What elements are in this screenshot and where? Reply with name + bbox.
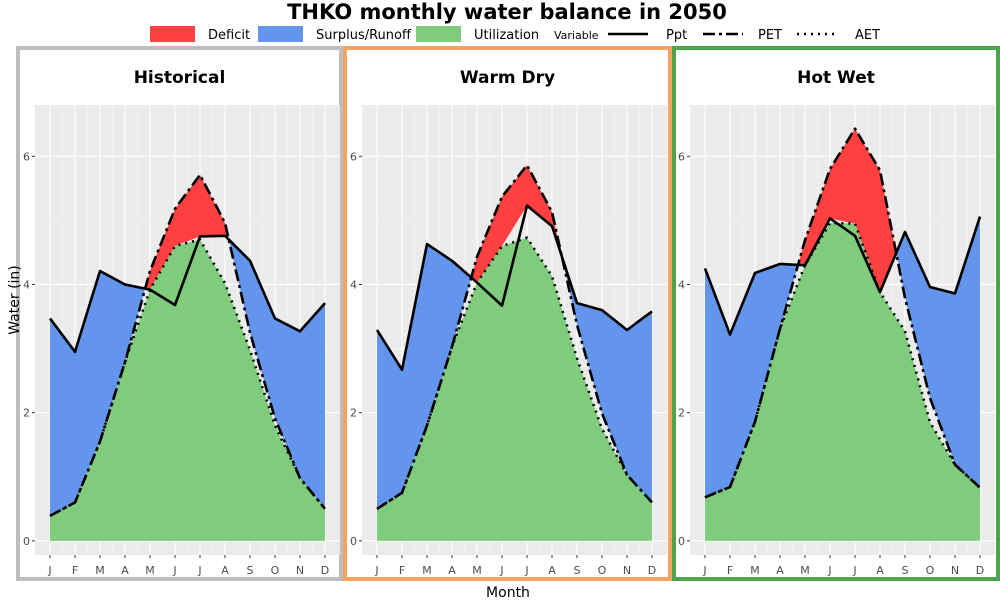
y-axis-title: Water (in)	[7, 265, 23, 335]
series-line-pet	[376, 163, 653, 510]
x-tick-label: A	[221, 564, 229, 577]
x-tick-label: A	[876, 564, 884, 577]
panel-2: 0 2 4 6 J F M A M J J A S O N D Hot Wet	[672, 46, 1000, 581]
x-tick-label: A	[776, 564, 784, 577]
x-tick-label: J	[852, 564, 856, 577]
deficit-area	[50, 174, 325, 352]
x-tick-label: F	[727, 564, 733, 577]
x-tick-label: J	[524, 564, 528, 577]
y-tick-label: 6	[350, 150, 357, 163]
legend-line-label-0: Ppt	[666, 28, 687, 43]
panel-title-1: Warm Dry	[460, 68, 555, 88]
panel-title-2: Hot Wet	[797, 68, 875, 88]
legend-line-title: Variable	[554, 29, 599, 42]
y-tick-label: 2	[350, 407, 357, 420]
utilization-area	[50, 239, 325, 541]
y-tick-label: 4	[350, 278, 357, 291]
legend-swatch-0	[150, 26, 195, 42]
x-tick-label: F	[72, 564, 78, 577]
legend-label-1: Surplus/Runoff	[316, 28, 412, 43]
x-tick-label: J	[197, 564, 201, 577]
series-line-ppt	[375, 204, 653, 372]
x-tick-label: A	[448, 564, 456, 577]
x-tick-label: M	[145, 564, 155, 577]
y-tick-label: 6	[678, 150, 685, 163]
x-tick-label: D	[321, 564, 329, 577]
deficit-area	[705, 128, 980, 335]
x-tick-label: S	[902, 564, 909, 577]
y-tick-label: 6	[23, 150, 30, 163]
x-tick-label: F	[399, 564, 405, 577]
x-axis-title: Month	[486, 585, 530, 600]
x-tick-label: J	[47, 564, 51, 577]
x-tick-label: O	[926, 564, 935, 577]
y-tick-label: 2	[23, 407, 30, 420]
legend-line-label-2: AET	[855, 28, 880, 43]
x-tick-label: M	[422, 564, 432, 577]
x-tick-label: M	[800, 564, 810, 577]
surplus-area	[50, 174, 325, 516]
x-tick-label: N	[951, 564, 959, 577]
x-tick-label: S	[247, 564, 254, 577]
x-tick-label: S	[574, 564, 581, 577]
x-tick-label: J	[374, 564, 378, 577]
x-tick-label: J	[702, 564, 706, 577]
legend-label-2: Utilization	[474, 28, 539, 43]
legend-label-0: Deficit	[208, 28, 250, 43]
facet-panels: 0 2 4 6 J F M A M J J A S O N D Historical 0 2 4 6 J F M A M J J A S O…	[16, 46, 1000, 581]
deficit-area	[377, 165, 652, 370]
x-tick-label: A	[548, 564, 556, 577]
x-tick-label: M	[472, 564, 482, 577]
chart-title: THKO monthly water balance in 2050	[287, 0, 727, 24]
series-line-pet	[49, 173, 327, 518]
x-tick-label: M	[95, 564, 105, 577]
x-tick-label: J	[827, 564, 831, 577]
x-tick-label: M	[750, 564, 760, 577]
x-tick-label: J	[172, 564, 176, 577]
panel-title-0: Historical	[134, 68, 226, 88]
utilization-area	[377, 237, 652, 541]
y-tick-label: 0	[23, 535, 30, 548]
legend: Deficit Surplus/Runoff Utilization Variable…	[150, 26, 880, 43]
panel-1: 0 2 4 6 J F M A M J J A S O N D Warm Dry	[343, 46, 672, 581]
y-tick-label: 0	[678, 535, 685, 548]
series-line-ppt	[48, 234, 326, 354]
x-tick-label: O	[598, 564, 607, 577]
series-line-aet	[704, 221, 981, 499]
x-tick-label: D	[976, 564, 984, 577]
surplus-area	[377, 165, 652, 509]
y-tick-label: 4	[23, 278, 30, 291]
legend-swatch-2	[416, 26, 461, 42]
y-tick-label: 4	[678, 278, 685, 291]
y-tick-label: 0	[350, 535, 357, 548]
x-tick-label: D	[648, 564, 656, 577]
utilization-area	[705, 222, 980, 541]
surplus-area	[705, 128, 980, 498]
x-tick-label: N	[623, 564, 631, 577]
x-tick-label: J	[499, 564, 503, 577]
series-line-ppt	[703, 216, 982, 336]
legend-line-label-1: PET	[758, 28, 782, 43]
panel-0: 0 2 4 6 J F M A M J J A S O N D Historical	[16, 46, 343, 581]
legend-swatch-1	[258, 26, 303, 42]
y-tick-label: 2	[678, 407, 685, 420]
x-tick-label: N	[296, 564, 304, 577]
x-tick-label: A	[121, 564, 129, 577]
x-tick-label: O	[271, 564, 280, 577]
